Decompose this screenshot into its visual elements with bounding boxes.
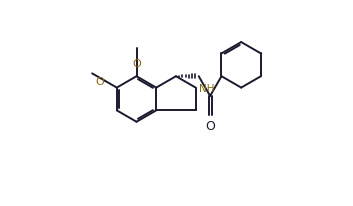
- Text: NH: NH: [199, 83, 215, 93]
- Text: O: O: [132, 58, 141, 68]
- Text: O: O: [205, 120, 215, 133]
- Text: O: O: [95, 76, 104, 86]
